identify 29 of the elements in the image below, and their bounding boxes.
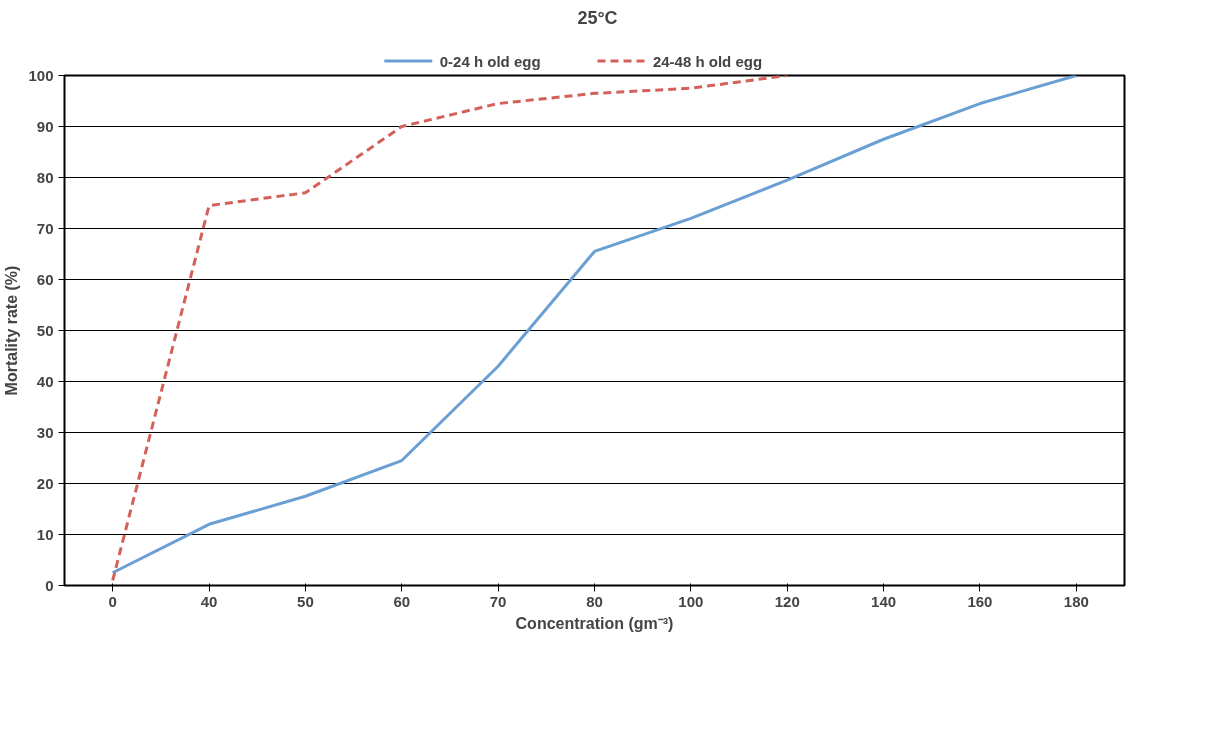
x-tick-label: 60	[393, 592, 411, 610]
y-tick-label: 70	[36, 219, 54, 237]
y-tick-label: 40	[36, 372, 54, 390]
y-tick-label: 10	[36, 525, 54, 543]
y-tick-label: 60	[36, 270, 54, 288]
x-tick-label: 40	[200, 592, 218, 610]
chart-title: 25°C	[577, 7, 618, 28]
x-tick-label: 120	[774, 592, 800, 610]
line-series	[111, 75, 789, 582]
y-tick-label: 30	[36, 423, 54, 441]
y-tick-label: 20	[36, 474, 54, 492]
x-tick-label: 80	[586, 592, 603, 610]
line-series	[111, 75, 1078, 575]
x-tick-label: 100	[678, 592, 704, 610]
legend-label: 0-24 h old egg	[439, 52, 541, 70]
x-tick-label: 0	[108, 592, 117, 610]
y-tick-label: 50	[36, 321, 54, 339]
x-tick-label: 140	[871, 592, 897, 610]
x-tick-label: 50	[297, 592, 314, 610]
y-tick-label: 100	[28, 66, 54, 84]
x-axis-title: Concentration (gm⁻³)	[515, 614, 674, 632]
y-tick-label: 90	[36, 117, 54, 135]
x-tick-label: 70	[489, 592, 507, 610]
x-tick-label: 180	[1063, 592, 1089, 610]
y-tick-label: 80	[36, 168, 54, 186]
legend-label: 24-48 h old egg	[652, 52, 763, 70]
x-tick-label: 160	[967, 592, 993, 610]
y-tick-label: 0	[45, 576, 54, 594]
y-axis-title: Mortality rate (%)	[3, 265, 21, 396]
